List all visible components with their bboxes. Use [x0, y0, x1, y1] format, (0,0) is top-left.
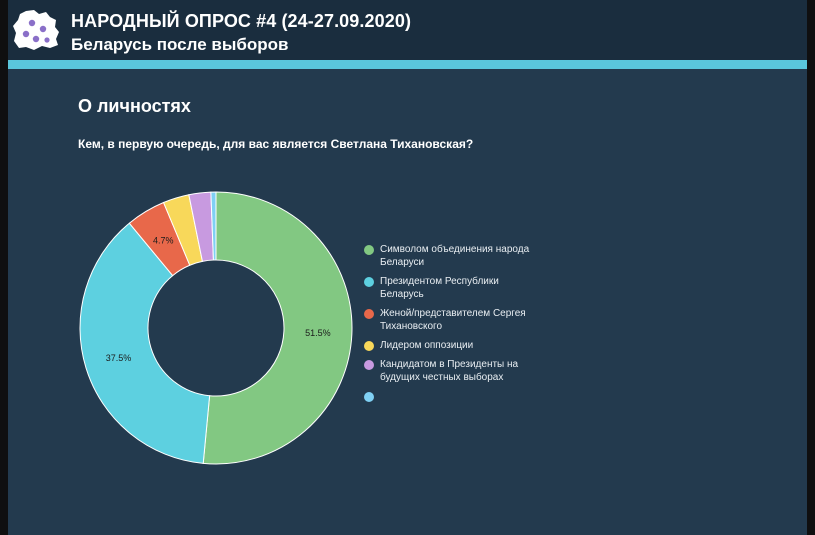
legend-label: Лидером оппозиции: [380, 340, 474, 351]
page-title: НАРОДНЫЙ ОПРОС #4 (24-27.09.2020): [71, 11, 412, 31]
slice-label: 4.7%: [153, 236, 174, 246]
legend-swatch: [364, 392, 374, 402]
chart-legend: Символом объединения народа Беларуси През…: [364, 243, 544, 409]
legend-item: Кандидатом в Президенты на будущих честн…: [364, 358, 544, 384]
donut-slice: [202, 191, 353, 465]
legend-item: [364, 390, 544, 403]
legend-swatch: [364, 277, 374, 287]
header-stripe: [8, 60, 807, 69]
header-bar: НАРОДНЫЙ ОПРОС #4 (24-27.09.2020) Белару…: [8, 0, 807, 60]
legend-swatch: [364, 245, 374, 255]
donut-slice: [79, 222, 211, 464]
belarus-map-icon: [13, 10, 59, 50]
question-text: Кем, в первую очередь, для вас является …: [78, 137, 474, 151]
legend-label: Женой/представителем Сергея Тихановского: [380, 308, 526, 332]
report-panel: НАРОДНЫЙ ОПРОС #4 (24-27.09.2020) Белару…: [8, 0, 807, 535]
slice-label: 37.5%: [106, 353, 132, 363]
section-title: О личностях: [78, 96, 191, 116]
legend-item: Женой/представителем Сергея Тихановского: [364, 307, 544, 333]
page-subtitle: Беларусь после выборов: [71, 35, 289, 54]
slice-label: 51.5%: [305, 328, 331, 338]
legend-label: Символом объединения народа Беларуси: [380, 244, 530, 268]
donut-chart: 51.5% 37.5% 4.7%: [79, 191, 353, 465]
legend-label: Президентом Республики Беларусь: [380, 276, 499, 300]
legend-swatch: [364, 360, 374, 370]
legend-label: Кандидатом в Президенты на будущих честн…: [380, 359, 519, 383]
legend-item: Лидером оппозиции: [364, 339, 544, 352]
legend-swatch: [364, 341, 374, 351]
legend-swatch: [364, 309, 374, 319]
legend-item: Президентом Республики Беларусь: [364, 275, 544, 301]
donut-slice: [210, 191, 217, 261]
legend-item: Символом объединения народа Беларуси: [364, 243, 544, 269]
